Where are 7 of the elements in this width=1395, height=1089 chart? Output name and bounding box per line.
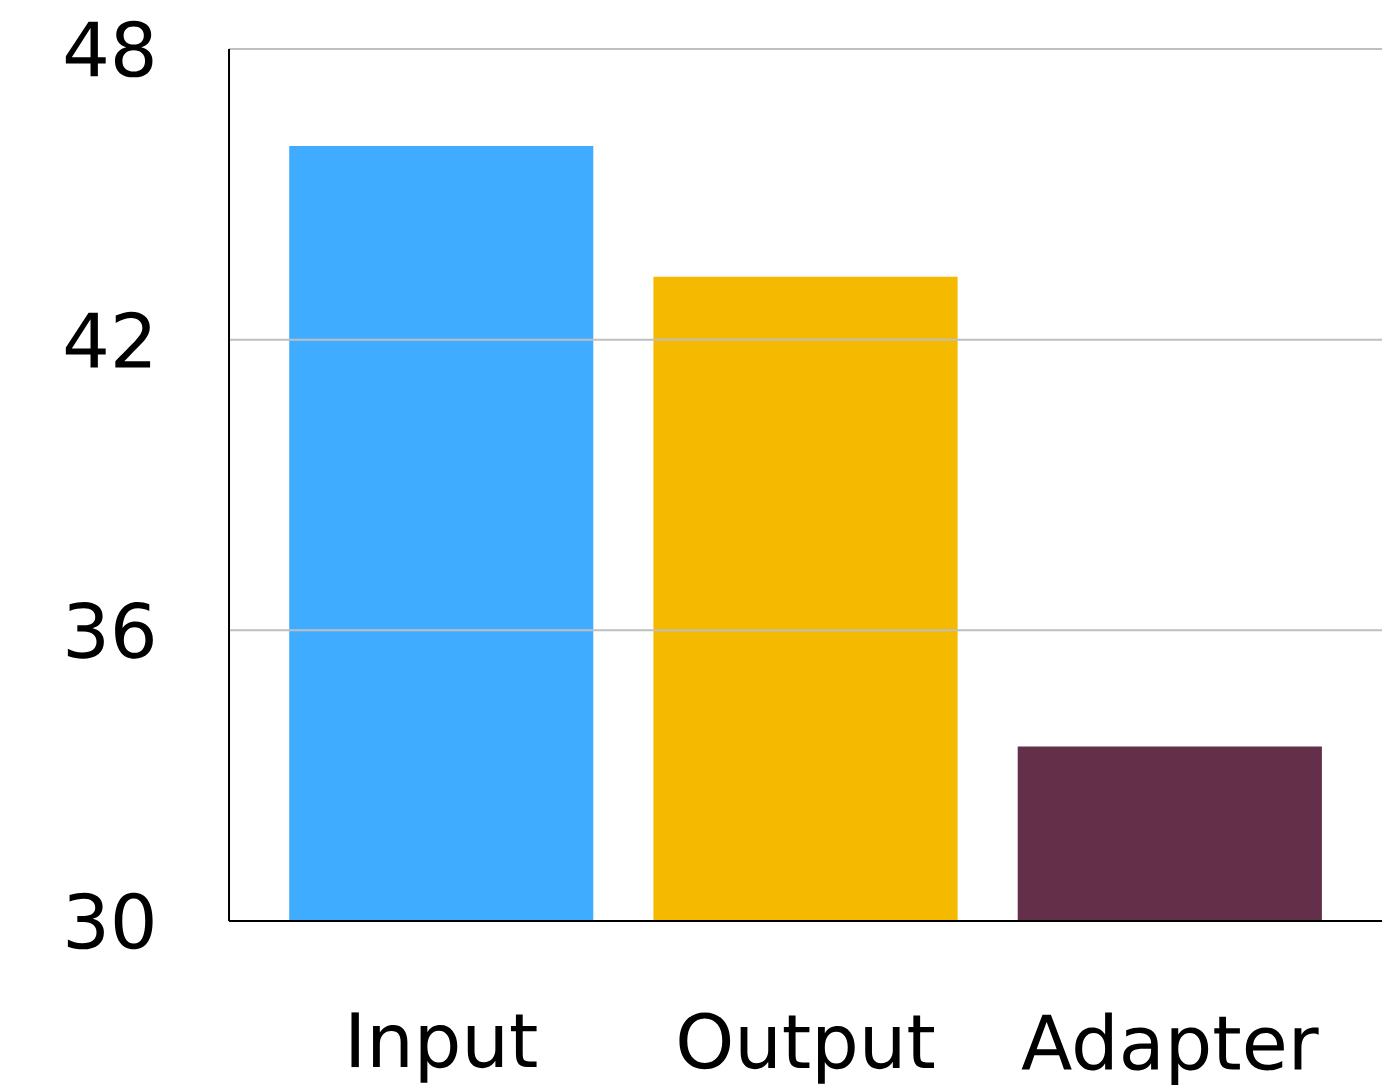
y-tick-label: 30 — [67, 892, 153, 950]
y-tick-label: 36 — [67, 601, 153, 659]
x-tick-label: Output — [679, 1012, 934, 1084]
y-tick-label: 48 — [65, 20, 153, 78]
x-tick-label: Input — [351, 1012, 537, 1083]
y-tick-label: 42 — [65, 311, 151, 368]
x-tick-label: Adapter — [1021, 1012, 1319, 1085]
